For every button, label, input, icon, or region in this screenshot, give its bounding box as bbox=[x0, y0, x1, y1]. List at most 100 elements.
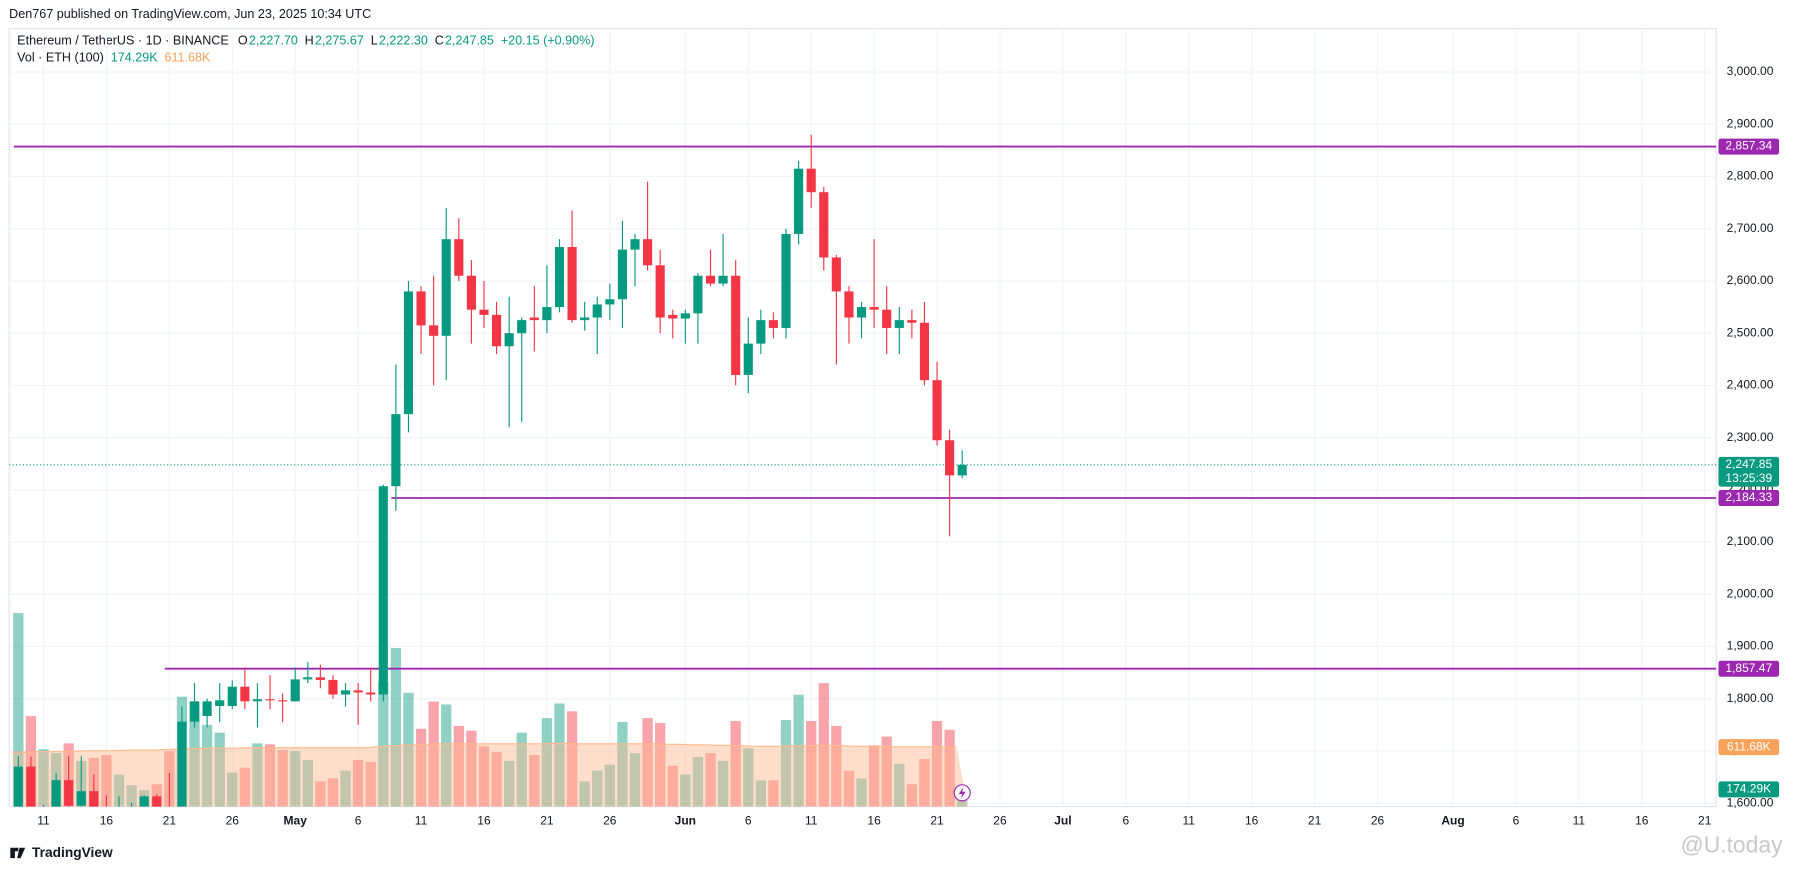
candle-body bbox=[466, 275, 476, 310]
y-tick-label: 2,000.00 bbox=[1727, 586, 1774, 600]
candle-body bbox=[76, 791, 86, 806]
volume-bar bbox=[579, 781, 590, 807]
ohlc-letter: O bbox=[238, 34, 248, 48]
volume-bar bbox=[931, 720, 943, 807]
ohlc-value: 2,275.67 bbox=[315, 34, 364, 48]
x-tick-label: 26 bbox=[993, 814, 1007, 828]
volume-bar bbox=[843, 770, 855, 807]
change: +20.15 (+0.90%) bbox=[501, 34, 595, 48]
x-tick-label: 11 bbox=[1183, 814, 1196, 828]
volume-bar bbox=[38, 749, 49, 807]
x-tick-label: Jun bbox=[675, 814, 696, 828]
x-tick-label: 21 bbox=[1308, 814, 1322, 828]
level-label: 2,857.34 bbox=[1725, 139, 1772, 153]
volume-bar bbox=[302, 759, 313, 807]
candle-body bbox=[51, 780, 61, 807]
volume-bar bbox=[227, 772, 238, 807]
volume-bar bbox=[730, 720, 741, 807]
candle-body bbox=[831, 257, 841, 292]
volume-bar bbox=[201, 724, 213, 807]
candle-body bbox=[240, 686, 250, 702]
volume-bar bbox=[252, 743, 263, 807]
volume-ma-label: 611.68K bbox=[1727, 739, 1771, 753]
volume-bar bbox=[504, 760, 515, 807]
candle-body bbox=[781, 233, 791, 328]
volume-bar bbox=[566, 711, 578, 807]
candle-body bbox=[806, 168, 816, 193]
candle-body bbox=[13, 766, 23, 807]
published: Den767 published on TradingView.com, Jun… bbox=[9, 7, 371, 21]
x-tick-label: 6 bbox=[355, 814, 362, 828]
y-tick-label: 2,500.00 bbox=[1727, 325, 1774, 339]
ohlc-value: 2,222.30 bbox=[379, 34, 428, 48]
candle-body bbox=[567, 247, 577, 321]
x-tick-label: 16 bbox=[867, 814, 881, 828]
ohlc-value: 2,227.70 bbox=[249, 34, 298, 48]
volume-bar bbox=[692, 756, 704, 807]
volume-bar bbox=[214, 732, 225, 807]
y-tick-label: 1,600.00 bbox=[1727, 795, 1774, 809]
volume-value: 174.29K bbox=[111, 51, 158, 65]
volume-bar bbox=[290, 751, 301, 807]
candle-body bbox=[693, 275, 703, 314]
volume-bar bbox=[189, 701, 200, 807]
y-tick-label: 2,300.00 bbox=[1727, 430, 1774, 444]
volume-bar bbox=[516, 732, 527, 807]
plot-frame bbox=[8, 28, 1717, 808]
candle-body bbox=[655, 265, 665, 318]
x-tick-label: 11 bbox=[37, 814, 50, 828]
candle-body bbox=[718, 275, 728, 284]
volume-bar bbox=[113, 774, 125, 807]
volume-last-label-box bbox=[1718, 781, 1780, 798]
volume-bar bbox=[441, 704, 452, 807]
volume-bar bbox=[894, 763, 905, 807]
plot bbox=[9, 28, 1717, 807]
x-tick-label: 21 bbox=[163, 814, 177, 828]
candle-body bbox=[504, 333, 514, 347]
candle-body bbox=[731, 275, 741, 375]
candle-body bbox=[479, 309, 489, 315]
x-tick-label: 21 bbox=[930, 814, 944, 828]
volume-bar bbox=[126, 785, 137, 807]
candle-body bbox=[844, 291, 854, 318]
level-label: 1,857.47 bbox=[1725, 661, 1772, 675]
volume-bar bbox=[604, 764, 615, 807]
x-tick-label: 26 bbox=[1371, 814, 1385, 828]
event-icon bbox=[958, 787, 966, 799]
volume-bar bbox=[378, 682, 389, 807]
candle-body bbox=[554, 247, 565, 308]
candle-body bbox=[290, 679, 300, 702]
x-tick-label: 21 bbox=[1698, 814, 1712, 828]
candle-body bbox=[680, 313, 690, 319]
candle-body bbox=[919, 322, 930, 381]
x-tick-label: 11 bbox=[1573, 814, 1586, 828]
volume-bar bbox=[868, 745, 880, 807]
x-tick-label: Jul bbox=[1054, 814, 1071, 828]
y-tick-label: 2,400.00 bbox=[1727, 378, 1774, 392]
level-label-box bbox=[1718, 490, 1780, 507]
volume-bar bbox=[780, 720, 792, 807]
volume-bar bbox=[403, 692, 414, 807]
volume-bar bbox=[856, 778, 867, 807]
volume-bar bbox=[717, 760, 729, 807]
candle-body bbox=[139, 796, 149, 807]
volume-bar bbox=[642, 718, 653, 807]
level-label: 2,184.33 bbox=[1725, 490, 1772, 504]
volume-bar bbox=[806, 720, 817, 807]
candle-body bbox=[189, 701, 200, 722]
candle-body bbox=[643, 239, 653, 266]
candle-body bbox=[756, 320, 766, 344]
y-tick-label: 2,100.00 bbox=[1727, 534, 1774, 548]
ohlc-letter: C bbox=[435, 34, 444, 48]
candle-body bbox=[819, 192, 829, 258]
x-tick-label: 6 bbox=[745, 814, 752, 828]
candle-body bbox=[882, 309, 892, 328]
volume-bar bbox=[768, 780, 779, 807]
candle-body bbox=[932, 380, 942, 441]
y-tick-label: 2,700.00 bbox=[1727, 221, 1774, 235]
volume-ma-area bbox=[12, 743, 968, 807]
volume-bar bbox=[629, 753, 641, 807]
candle-body bbox=[403, 291, 414, 415]
candle-body bbox=[416, 291, 426, 326]
candle-body bbox=[252, 699, 263, 702]
